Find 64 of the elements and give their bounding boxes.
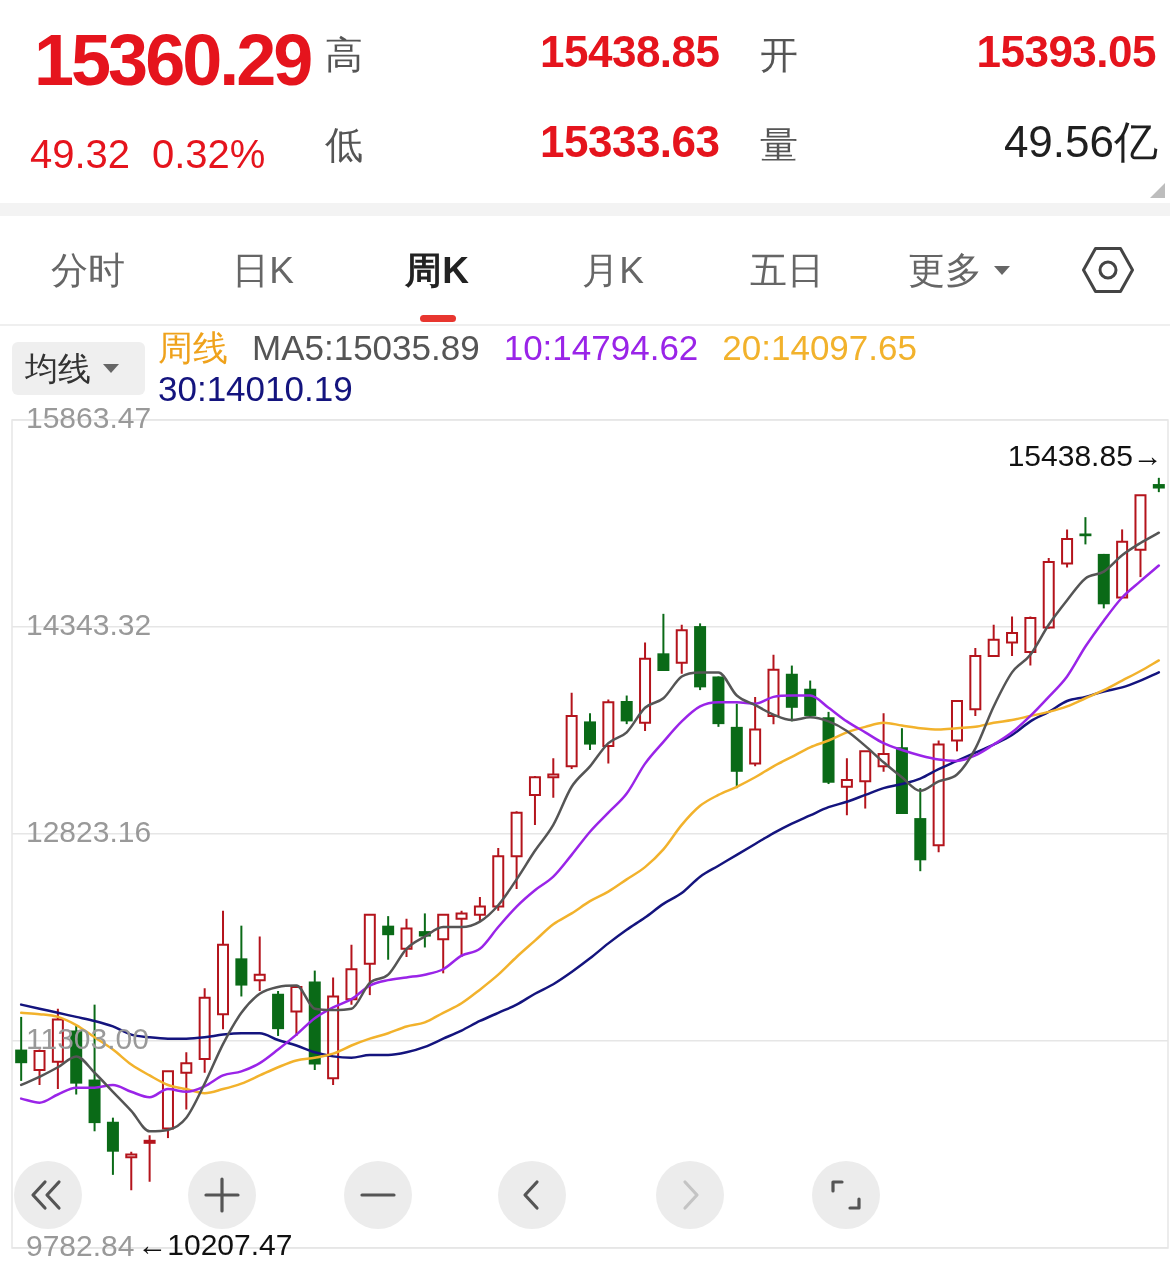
text: 量 xyxy=(760,124,798,166)
candlestick xyxy=(345,943,358,1006)
y-tick-label: 15863.47 xyxy=(26,401,152,435)
candlestick xyxy=(125,1150,138,1192)
text: 49.56亿 xyxy=(1003,117,1158,166)
y-tick-label: 14343.32 xyxy=(26,608,152,642)
text: 周K xyxy=(405,250,469,291)
text: 30:14010.19 xyxy=(158,368,353,409)
text: 15438.85 xyxy=(540,27,720,76)
text: 均线 xyxy=(25,350,91,387)
candlestick xyxy=(657,612,670,673)
text: 日K xyxy=(232,250,294,291)
candlestick xyxy=(290,985,303,1037)
candlestick xyxy=(749,695,762,768)
candlestick xyxy=(198,987,211,1074)
candlestick xyxy=(1079,516,1092,546)
candlestick xyxy=(877,712,890,773)
candlestick xyxy=(143,1134,156,1183)
legend-title: 周线 xyxy=(158,327,228,368)
text: 更多 xyxy=(908,250,982,291)
candlestick xyxy=(510,811,523,890)
candlestick xyxy=(565,691,578,771)
text: 高 xyxy=(325,34,363,76)
text: 20:14097.65 xyxy=(722,327,917,368)
candlestick xyxy=(1061,528,1074,569)
text: 15333.63 xyxy=(540,117,720,166)
candlestick xyxy=(327,976,340,1086)
candlestick xyxy=(180,1051,193,1111)
text: 月K xyxy=(582,250,644,291)
candlestick xyxy=(217,909,230,1031)
text: 0.32% xyxy=(152,132,266,176)
text: 分时 xyxy=(51,250,125,291)
candlestick xyxy=(547,757,560,799)
candlestick xyxy=(382,915,395,961)
text: 开 xyxy=(760,34,798,76)
text: 49.32 xyxy=(30,132,131,176)
text: 15393.05 xyxy=(976,27,1156,76)
candlestick xyxy=(363,913,376,997)
candlestick xyxy=(620,694,633,726)
candlestick xyxy=(253,935,266,993)
text: 低 xyxy=(325,124,363,166)
annotation: 15438.85→ xyxy=(1007,438,1163,472)
candlestick xyxy=(602,698,615,765)
candlestick xyxy=(1116,528,1129,599)
candlestick xyxy=(1006,615,1019,658)
candlestick xyxy=(584,712,596,751)
text: 10:14794.62 xyxy=(503,327,699,368)
candlestick xyxy=(767,653,780,726)
y-tick-label: 12823.16 xyxy=(26,815,152,849)
candlestick xyxy=(932,739,945,854)
candlestick xyxy=(987,623,1000,658)
candlestick xyxy=(840,757,853,817)
candlestick xyxy=(859,750,872,810)
y-tick-label: 9782.84 xyxy=(26,1229,135,1263)
annotation: ←10207.47 xyxy=(137,1228,293,1262)
text: MA5:15035.89 xyxy=(252,327,480,368)
candlestick xyxy=(15,1015,28,1082)
text: 15360.29 xyxy=(34,20,311,100)
candlestick xyxy=(1134,494,1147,579)
candlestick xyxy=(950,699,963,753)
text: 五日 xyxy=(750,250,824,291)
candlestick xyxy=(528,776,541,826)
candlestick xyxy=(639,641,652,732)
candlestick xyxy=(437,913,450,975)
